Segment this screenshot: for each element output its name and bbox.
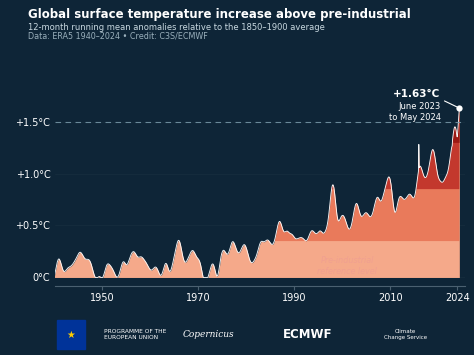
Text: Climate
Change Service: Climate Change Service	[384, 329, 427, 340]
Bar	[57, 320, 85, 349]
Text: June 2023
to May 2024: June 2023 to May 2024	[389, 102, 440, 122]
Text: 12-month running mean anomalies relative to the 1850–1900 average: 12-month running mean anomalies relative…	[28, 23, 325, 32]
Text: PROGRAMME OF THE
EUROPEAN UNION: PROGRAMME OF THE EUROPEAN UNION	[104, 329, 167, 340]
Text: Pre-industrial
reference level: Pre-industrial reference level	[317, 256, 377, 276]
Text: ★: ★	[67, 329, 75, 340]
Text: Data: ERA5 1940–2024 • Credit: C3S/ECMWF: Data: ERA5 1940–2024 • Credit: C3S/ECMWF	[28, 32, 208, 41]
Text: +1.63°C: +1.63°C	[393, 89, 440, 99]
Text: Global surface temperature increase above pre-industrial: Global surface temperature increase abov…	[28, 8, 411, 21]
Text: Copernicus: Copernicus	[183, 330, 234, 339]
Text: ECMWF: ECMWF	[283, 328, 333, 341]
